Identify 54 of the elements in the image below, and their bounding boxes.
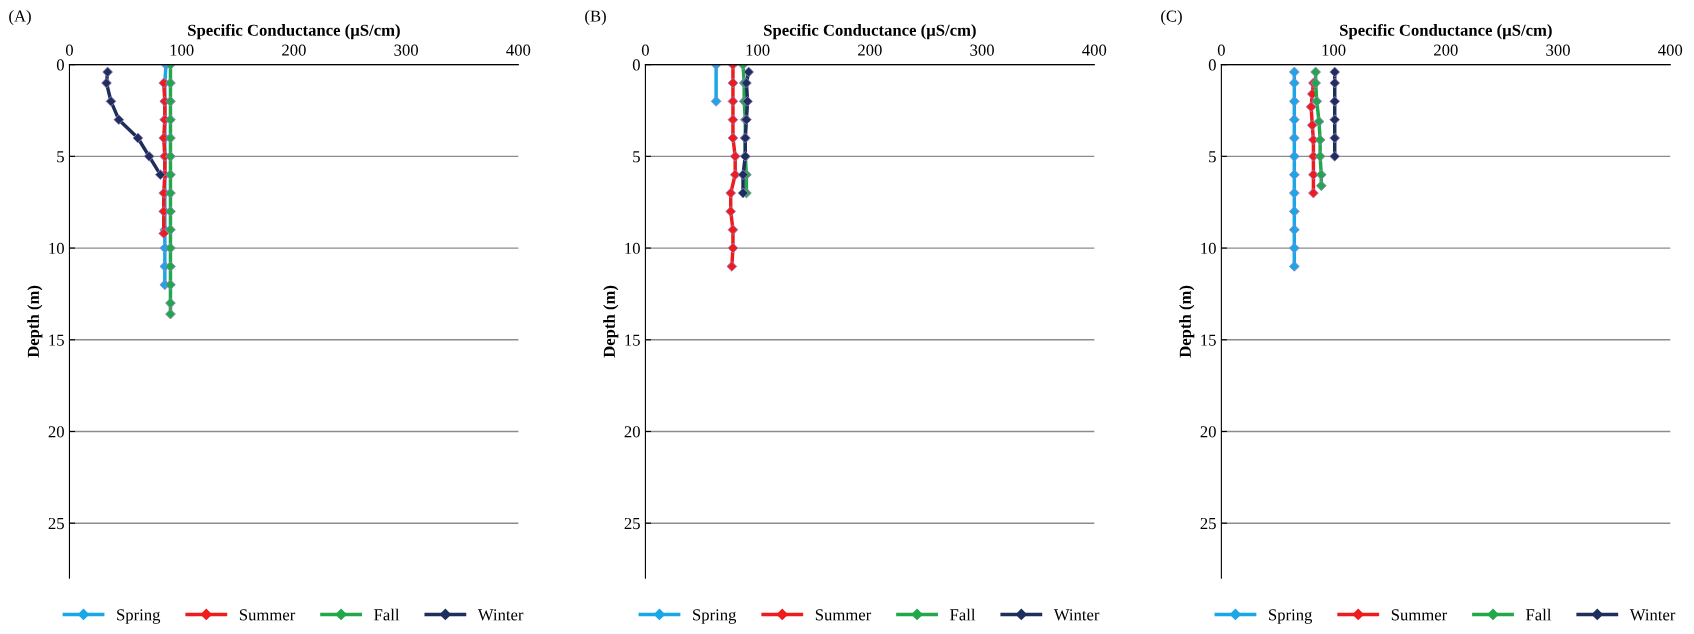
legend-label: Spring bbox=[117, 609, 161, 624]
x-tick-label: 100 bbox=[1322, 44, 1346, 56]
legend-label: Summer bbox=[1391, 609, 1448, 621]
chart-title: (B) bbox=[585, 10, 606, 26]
y-tick-label: 20 bbox=[1200, 426, 1216, 438]
legend-label: Summer bbox=[815, 609, 872, 621]
y-tick-label: 10 bbox=[625, 242, 640, 255]
x-tick-label: 200 bbox=[1434, 44, 1458, 56]
x-tick-label: 300 bbox=[1546, 44, 1570, 56]
y-tick-label: 20 bbox=[48, 426, 64, 438]
legend-label: Spring bbox=[1269, 609, 1313, 624]
y-tick-label: 0 bbox=[632, 59, 640, 71]
y-tick-label: 5 bbox=[633, 151, 640, 163]
legend-label: Summer bbox=[239, 609, 296, 621]
x-tick-label: 400 bbox=[1082, 44, 1107, 56]
y-tick-label: 15 bbox=[1201, 334, 1216, 346]
y-tick-label: 25 bbox=[48, 517, 64, 530]
y-tick-label: 5 bbox=[1209, 151, 1216, 163]
legend-label: Winter bbox=[1629, 609, 1676, 621]
y-tick-label: 25 bbox=[1200, 517, 1216, 530]
legend-label: Fall bbox=[950, 608, 976, 621]
x-tick-label: 200 bbox=[282, 44, 306, 56]
y-axis-title: Depth (m) bbox=[1179, 285, 1195, 358]
x-tick-label: 300 bbox=[970, 44, 994, 56]
y-tick-label: 5 bbox=[57, 151, 64, 163]
legend-label: Spring bbox=[693, 609, 737, 624]
x-axis-title: Specific Conductance (µS/cm) bbox=[764, 23, 976, 40]
y-tick-label: 0 bbox=[56, 59, 64, 71]
y-tick-label: 20 bbox=[624, 426, 640, 438]
legend-label: Fall bbox=[1526, 608, 1552, 621]
x-tick-label: 300 bbox=[394, 44, 418, 56]
y-tick-label: 25 bbox=[624, 517, 640, 530]
y-tick-label: 0 bbox=[1208, 59, 1216, 71]
x-tick-label: 0 bbox=[65, 44, 73, 56]
x-tick-label: 100 bbox=[170, 44, 194, 56]
x-tick-label: 0 bbox=[641, 44, 649, 56]
x-tick-label: 400 bbox=[1658, 44, 1683, 56]
chart-title: (C) bbox=[1161, 10, 1182, 26]
y-tick-label: 15 bbox=[625, 334, 640, 346]
x-tick-label: 200 bbox=[858, 44, 882, 56]
y-tick-label: 10 bbox=[49, 242, 64, 255]
x-tick-label: 400 bbox=[506, 44, 531, 56]
y-axis-title: Depth (m) bbox=[27, 285, 43, 358]
legend-label: Fall bbox=[374, 608, 400, 621]
x-tick-label: 0 bbox=[1217, 44, 1225, 56]
x-axis-title: Specific Conductance (µS/cm) bbox=[1340, 23, 1552, 40]
y-axis-title: Depth (m) bbox=[603, 285, 619, 358]
legend-label: Winter bbox=[477, 609, 524, 621]
legend-label: Winter bbox=[1053, 609, 1100, 621]
y-tick-label: 15 bbox=[49, 334, 64, 346]
x-axis-title: Specific Conductance (µS/cm) bbox=[188, 23, 400, 40]
y-tick-label: 10 bbox=[1201, 242, 1216, 255]
x-tick-label: 100 bbox=[746, 44, 770, 56]
chart-title: (A) bbox=[9, 10, 31, 26]
